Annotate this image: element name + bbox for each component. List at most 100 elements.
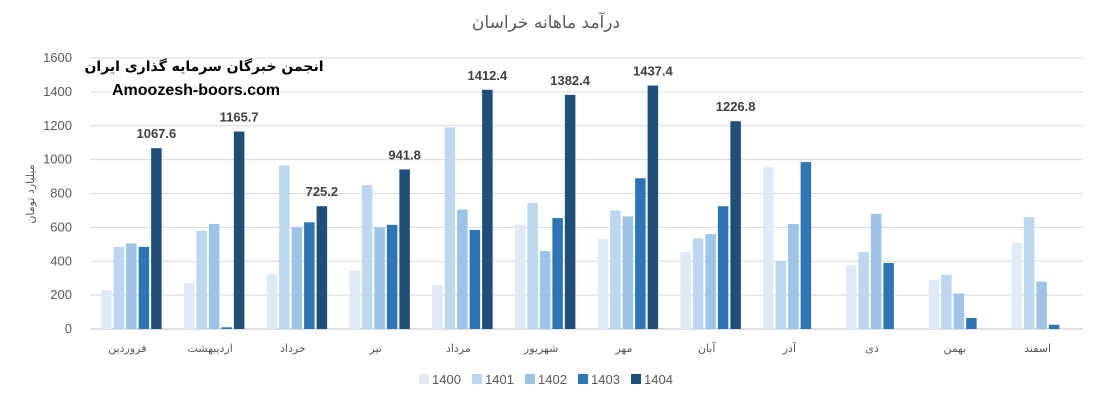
x-category-label: آبان	[698, 341, 716, 355]
data-label: 1412.4	[467, 68, 508, 83]
legend-label: 1402	[538, 372, 567, 387]
data-labels: 1067.6 1165.7 725.2 941.8 1412.4 1382.4 1437.4…	[136, 64, 755, 200]
bar-1403	[304, 222, 315, 329]
bar-1402	[208, 223, 220, 329]
y-tick-label: 800	[50, 186, 72, 201]
x-category-label: بهمن	[943, 342, 966, 355]
x-category-label: فروردین	[108, 342, 146, 355]
x-category-label: شهریور	[523, 342, 558, 355]
y-tick-label: 1000	[43, 152, 72, 167]
gridlines	[90, 57, 1083, 330]
legend-swatch-1401	[472, 374, 482, 384]
bar-1404	[564, 94, 576, 329]
bar-1400	[845, 265, 857, 329]
bar-1402	[457, 209, 468, 329]
bar-1403	[552, 218, 563, 329]
data-label: 1382.4	[550, 73, 591, 88]
bar-1401	[1023, 217, 1035, 329]
bar-1400	[763, 167, 774, 329]
bar-1400	[680, 251, 691, 329]
bar-1404	[730, 121, 741, 329]
bar-1400	[183, 283, 195, 329]
y-tick-label: 400	[50, 253, 72, 268]
legend-swatch-1403	[578, 374, 588, 384]
bar-1400	[1011, 242, 1022, 329]
bar-1400	[101, 290, 112, 329]
bar-1403	[1048, 324, 1060, 329]
bar-1403	[883, 262, 894, 329]
legend: 1400 1401 1402 1403 1404	[419, 372, 673, 387]
bar-1402	[1036, 281, 1047, 329]
bar-1401	[444, 127, 456, 329]
y-tick-label: 0	[65, 321, 72, 336]
bar-1400	[514, 224, 526, 329]
bar-1402	[870, 213, 882, 329]
bar-1401	[692, 238, 704, 329]
watermark-url: Amoozesh-boors.com	[112, 82, 280, 99]
bar-1403	[966, 317, 977, 329]
y-axis-label: میلیارد تومان	[24, 164, 37, 223]
y-axis-ticks: 0 200 400 600 800 1000 1200 1400 1600	[43, 50, 72, 336]
x-category-label: اردیبهشت	[187, 342, 232, 355]
bar-1401	[279, 165, 290, 329]
x-category-label: اسفند	[1024, 342, 1051, 355]
x-category-label: مرداد	[446, 342, 471, 355]
bar-1402	[539, 251, 551, 329]
bar-1402	[622, 216, 634, 329]
data-label: 1437.4	[633, 64, 674, 79]
bar-1403	[635, 178, 646, 329]
bar-1404	[151, 148, 162, 329]
bar-1402	[374, 227, 385, 329]
legend-swatch-1404	[631, 374, 641, 384]
bar-1401	[527, 202, 538, 329]
bar-1401	[941, 274, 952, 329]
x-category-label: مهر	[614, 342, 632, 355]
chart-title: درآمد ماهانه خراسان	[472, 11, 620, 33]
bar-1401	[196, 230, 207, 329]
bar-1403	[221, 327, 232, 329]
bar-1403	[386, 224, 398, 329]
bar-1404	[647, 85, 659, 329]
x-category-label: خرداد	[280, 342, 306, 355]
data-label: 941.8	[388, 147, 421, 162]
legend-label: 1404	[644, 372, 673, 387]
bar-1401	[775, 261, 787, 329]
data-label: 725.2	[306, 184, 339, 199]
bar-1402	[788, 223, 799, 329]
legend-label: 1403	[591, 372, 620, 387]
bar-1400	[597, 239, 609, 329]
y-tick-label: 1600	[43, 50, 72, 65]
bars	[101, 85, 1060, 329]
bar-1400	[432, 284, 443, 329]
bar-1401	[113, 246, 125, 329]
bar-1400	[266, 273, 278, 329]
bar-1404	[316, 206, 328, 329]
data-label: 1226.8	[716, 99, 756, 114]
data-label: 1165.7	[220, 110, 259, 125]
legend-swatch-1400	[419, 374, 429, 384]
legend-swatch-1402	[525, 374, 535, 384]
x-axis-categories: فروردین اردیبهشت خرداد تیر مرداد شهریور مهر آبا…	[108, 341, 1051, 355]
y-tick-label: 1400	[43, 84, 72, 99]
bar-1404	[482, 89, 493, 329]
bar-1400	[349, 270, 360, 329]
bar-1400	[928, 279, 940, 329]
bar-1404	[233, 131, 245, 329]
bar-1403	[138, 246, 150, 329]
x-category-label: آذر	[782, 341, 797, 355]
bar-1404	[399, 169, 410, 329]
bar-1402	[291, 227, 303, 329]
y-tick-label: 1200	[43, 118, 72, 133]
x-category-label: تیر	[368, 342, 381, 355]
bar-1401	[361, 185, 373, 329]
legend-label: 1400	[432, 372, 461, 387]
bar-1403	[800, 162, 812, 329]
watermark-title: انجمن خبرگان سرمایه گذاری ایران	[84, 58, 323, 75]
legend-label: 1401	[485, 372, 514, 387]
y-tick-label: 200	[50, 287, 72, 302]
bar-1401	[610, 210, 621, 329]
data-label: 1067.6	[136, 126, 176, 141]
y-tick-label: 600	[50, 219, 72, 234]
bar-1401	[858, 251, 869, 329]
